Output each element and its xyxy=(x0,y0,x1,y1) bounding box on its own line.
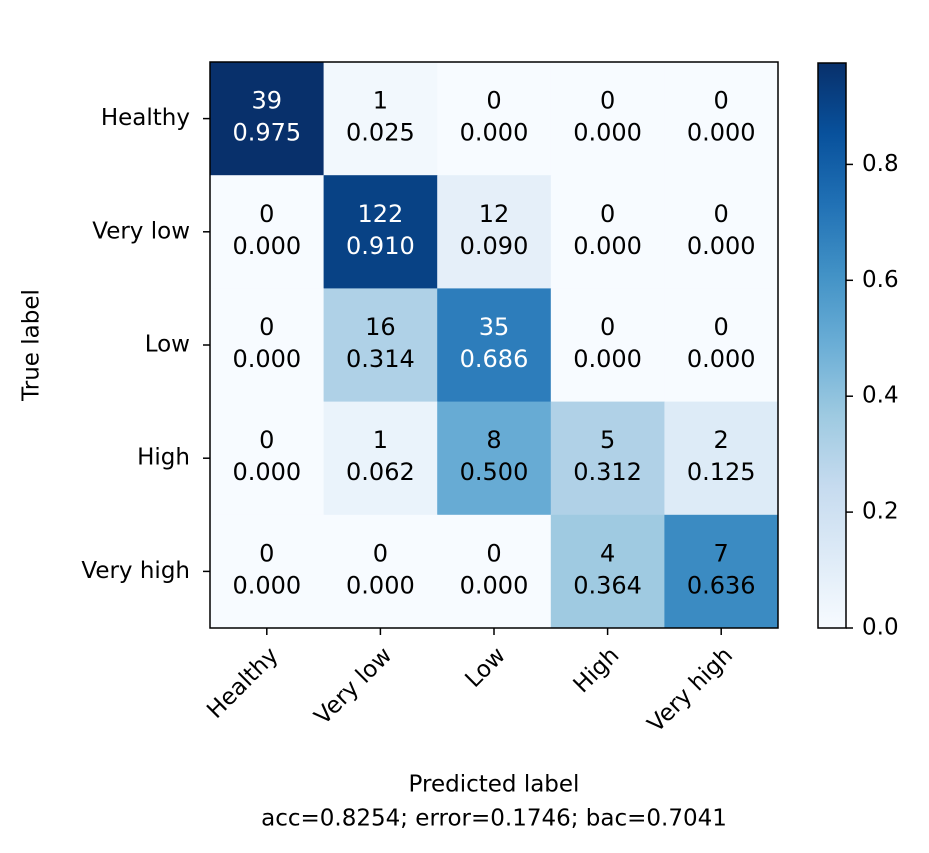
cell xyxy=(210,62,325,176)
cell-count: 1 xyxy=(373,87,388,115)
y-tick-label: Healthy xyxy=(101,105,190,131)
x-tick-label: High xyxy=(569,642,625,698)
cell-value: 0.062 xyxy=(346,458,415,486)
x-tick-label: Very high xyxy=(643,642,738,737)
cell-value: 0.314 xyxy=(346,345,415,373)
cell-value: 0.686 xyxy=(460,345,529,373)
subtitle: acc=0.8254; error=0.1746; bac=0.7041 xyxy=(261,806,727,832)
y-tick-label: Low xyxy=(145,332,190,358)
cell-value: 0.090 xyxy=(460,232,529,260)
cell xyxy=(323,401,438,516)
colorbar-tick-label: 0.8 xyxy=(862,151,899,177)
y-tick-label: Very low xyxy=(92,218,190,244)
cell xyxy=(550,514,665,629)
cell-count: 35 xyxy=(479,313,510,341)
colorbar-tick-label: 0.2 xyxy=(862,499,899,525)
cell-value: 0.125 xyxy=(687,458,756,486)
cell xyxy=(550,288,665,403)
cell-value: 0.000 xyxy=(346,571,415,599)
cell-count: 16 xyxy=(365,313,396,341)
cell-count: 4 xyxy=(600,539,615,567)
cell-value: 0.025 xyxy=(346,119,415,147)
cell xyxy=(323,288,438,403)
cell-count: 5 xyxy=(600,426,615,454)
cell-value: 0.000 xyxy=(573,232,642,260)
cell xyxy=(550,62,665,176)
cell xyxy=(550,401,665,516)
cell-count: 0 xyxy=(714,87,729,115)
cell-value: 0.000 xyxy=(687,345,756,373)
cell xyxy=(210,514,325,629)
cell-count: 0 xyxy=(486,539,501,567)
x-tick-label: Very low xyxy=(310,642,398,730)
cell-count: 0 xyxy=(600,313,615,341)
colorbar xyxy=(817,62,847,629)
x-tick-label: Healthy xyxy=(202,642,283,723)
cell-value: 0.500 xyxy=(460,458,529,486)
cell-count: 2 xyxy=(714,426,729,454)
x-axis-label: Predicted label xyxy=(409,772,580,798)
cell-count: 0 xyxy=(373,539,388,567)
cell xyxy=(664,514,779,629)
colorbar-tick-label: 0.0 xyxy=(862,615,899,641)
cell-value: 0.000 xyxy=(687,232,756,260)
cell xyxy=(664,288,779,403)
cell-value: 0.000 xyxy=(232,232,301,260)
cell xyxy=(437,401,552,516)
cell-value: 0.636 xyxy=(687,571,756,599)
cell-count: 1 xyxy=(373,426,388,454)
cell-count: 0 xyxy=(714,313,729,341)
cell xyxy=(210,175,325,289)
cell xyxy=(664,175,779,289)
cell-count: 39 xyxy=(252,87,283,115)
cell-count: 122 xyxy=(357,200,403,228)
cell-count: 8 xyxy=(486,426,501,454)
cell-count: 0 xyxy=(600,87,615,115)
cell xyxy=(437,175,552,289)
cell-value: 0.975 xyxy=(232,119,301,147)
cell xyxy=(210,288,325,403)
cell-value: 0.000 xyxy=(232,571,301,599)
cell-value: 0.364 xyxy=(573,571,642,599)
cell-value: 0.000 xyxy=(460,571,529,599)
cell-count: 0 xyxy=(259,539,274,567)
cell-count: 0 xyxy=(259,426,274,454)
cell-count: 0 xyxy=(259,200,274,228)
y-tick-label: Very high xyxy=(81,558,190,584)
cell-count: 0 xyxy=(259,313,274,341)
cell-value: 0.000 xyxy=(573,119,642,147)
cell-value: 0.000 xyxy=(232,458,301,486)
cell xyxy=(664,62,779,176)
colorbar-tick-label: 0.4 xyxy=(862,383,899,409)
cell xyxy=(323,175,438,289)
cell xyxy=(437,514,552,629)
cell-count: 12 xyxy=(479,200,510,228)
cell-count: 0 xyxy=(714,200,729,228)
y-axis-label: True label xyxy=(19,289,45,402)
cell-value: 0.000 xyxy=(573,345,642,373)
cell-value: 0.312 xyxy=(573,458,642,486)
cell-value: 0.000 xyxy=(460,119,529,147)
cell xyxy=(664,401,779,516)
cell xyxy=(437,62,552,176)
cell-value: 0.000 xyxy=(687,119,756,147)
cell-count: 7 xyxy=(714,539,729,567)
y-tick-label: High xyxy=(137,445,190,471)
cell-count: 0 xyxy=(486,87,501,115)
x-tick-label: Low xyxy=(460,642,510,692)
cell xyxy=(550,175,665,289)
cell xyxy=(323,62,438,176)
cell-value: 0.000 xyxy=(232,345,301,373)
cell xyxy=(210,401,325,516)
cell-count: 0 xyxy=(600,200,615,228)
cell-value: 0.910 xyxy=(346,232,415,260)
cell xyxy=(323,514,438,629)
colorbar-tick-label: 0.6 xyxy=(862,267,899,293)
cell xyxy=(437,288,552,403)
